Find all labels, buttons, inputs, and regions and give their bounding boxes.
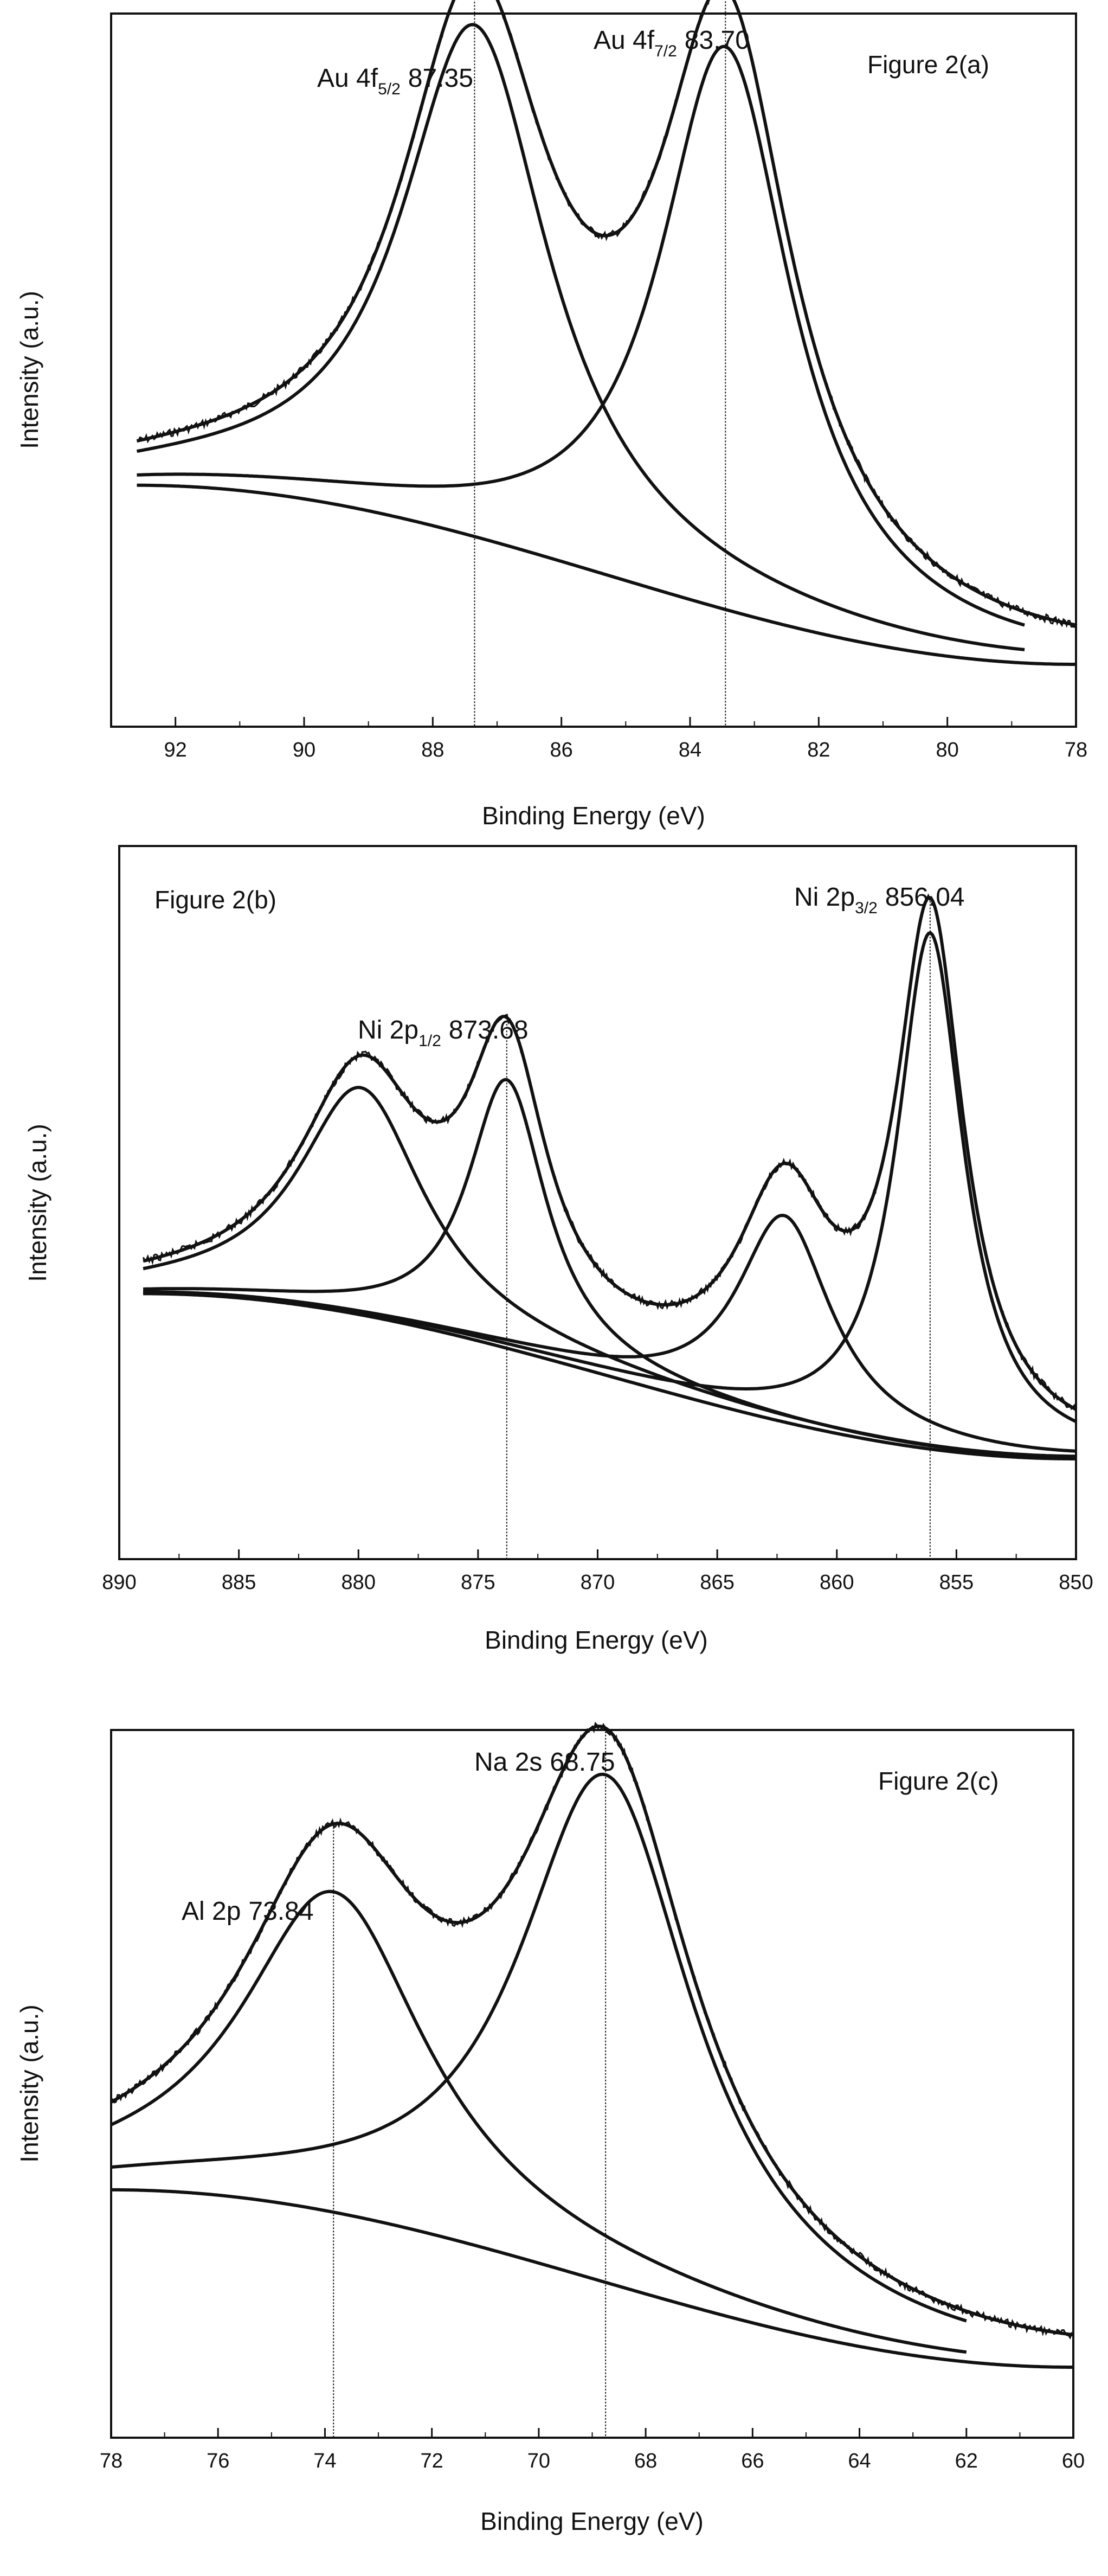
peak-component	[143, 931, 1077, 1424]
peak-label-au-4f-5-2: Au 4f5/2 87.35	[317, 64, 473, 98]
peak-component	[110, 1889, 967, 2354]
peak-component	[136, 23, 1025, 651]
x-tick-label: 72	[421, 2450, 443, 2472]
peak-label-ni-2p-3-2: Ni 2p3/2 856.04	[794, 883, 965, 917]
peak-label-al-2p: Al 2p 73.84	[182, 1897, 314, 1926]
peak-label-au-4f-7-2: Au 4f7/2 83.70	[594, 26, 750, 60]
x-tick-label: 90	[293, 739, 315, 761]
x-tick-label: 850	[1059, 1571, 1093, 1594]
x-tick-label: 875	[461, 1571, 495, 1594]
peak-component	[111, 1772, 967, 2323]
x-tick-label: 865	[700, 1571, 734, 1594]
panel-a: 92 90 88 86 84 82 80 78 Figure 2(a) Au 4f5/2 87.…	[15, 0, 1087, 830]
peak-component	[137, 44, 1025, 627]
x-tick-label: 78	[1065, 739, 1087, 761]
figure-label: Figure 2(a)	[867, 50, 989, 79]
x-tick-label: 890	[102, 1571, 136, 1594]
measured-data-line	[137, 0, 1077, 628]
x-tick-label: 880	[342, 1571, 376, 1594]
measured-data-line	[142, 893, 1077, 1413]
x-tick-label: 62	[955, 2450, 978, 2472]
figure-label: Figure 2(c)	[878, 1767, 999, 1795]
background-line	[111, 2188, 1073, 2369]
x-tick-label: 70	[527, 2450, 550, 2472]
x-tick-label: 88	[421, 739, 444, 761]
x-tick-label: 78	[100, 2450, 123, 2472]
measured-data-line	[110, 1721, 1074, 2340]
x-tick-label: 74	[313, 2450, 336, 2472]
x-tick-label: 885	[222, 1571, 256, 1594]
panel-b: 890 885 880 875 870 865 860 855 850 Figure 2(b) …	[23, 845, 1093, 1654]
y-axis-label: Intensity (a.u.)	[15, 291, 43, 448]
peak-label-na-2s: Na 2s 68.75	[474, 1748, 615, 1777]
peak-label-ni-2p-1-2: Ni 2p1/2 873.68	[358, 1016, 529, 1050]
x-tick-label: 86	[550, 739, 573, 761]
x-axis-label: Binding Energy (eV)	[482, 802, 705, 830]
peak-component	[143, 1078, 1076, 1459]
panel-b-marks: 890 885 880 875 870 865 860 855 850	[102, 893, 1093, 1594]
background-line	[143, 1292, 1076, 1460]
panel-a-marks: 92 90 88 86 84 82 80 78	[136, 0, 1087, 761]
x-tick-label: 860	[820, 1571, 854, 1594]
background-line	[137, 483, 1076, 666]
y-axis-label: Intensity (a.u.)	[23, 1124, 51, 1281]
x-tick-label: 80	[936, 739, 959, 761]
x-tick-label: 76	[207, 2450, 229, 2472]
figure-label: Figure 2(b)	[154, 886, 276, 914]
panel-c-marks: 78 76 74 72 70 68 66 64 62 60	[100, 1721, 1085, 2472]
plot-frame	[110, 12, 1077, 728]
x-tick-label: 84	[679, 739, 701, 761]
x-axis-label: Binding Energy (eV)	[480, 2507, 704, 2535]
x-tick-label: 92	[164, 739, 187, 761]
x-axis-label: Binding Energy (eV)	[485, 1626, 708, 1654]
x-tick-label: 60	[1062, 2450, 1085, 2472]
x-tick-label: 64	[848, 2450, 871, 2472]
x-tick-label: 870	[581, 1571, 615, 1594]
x-tick-label: 66	[741, 2450, 764, 2472]
x-tick-label: 68	[634, 2450, 657, 2472]
y-axis-label: Intensity (a.u.)	[15, 2004, 43, 2162]
panel-c: 78 76 74 72 70 68 66 64 62 60 Figure 2(c) Al 2p 73…	[15, 1721, 1085, 2535]
x-tick-label: 855	[939, 1571, 974, 1594]
x-tick-label: 82	[807, 739, 830, 761]
